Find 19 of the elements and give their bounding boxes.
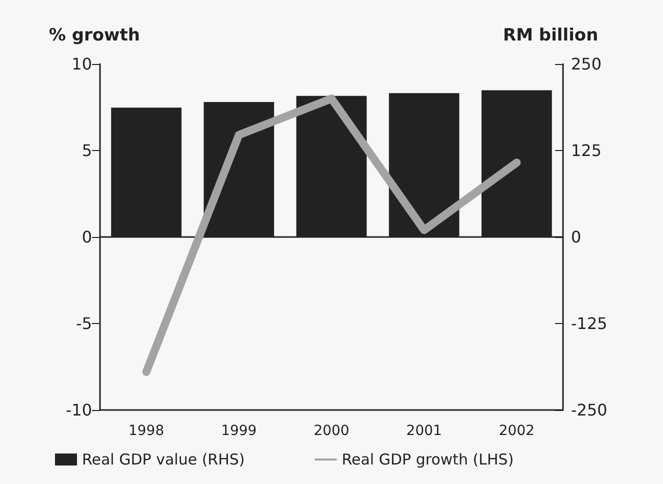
- x-tick-label: 1998: [128, 423, 164, 439]
- y-tick-label: 5: [82, 141, 92, 160]
- legend-label: Real GDP growth (LHS): [342, 450, 514, 468]
- y2-tick-label: 125: [571, 141, 602, 160]
- y-tick-label: -5: [76, 314, 92, 333]
- x-tick-label: 2002: [498, 423, 535, 439]
- y2-tick-label: 0: [571, 228, 582, 246]
- y2-axis-title: RM billion: [503, 26, 598, 46]
- x-tick-label: 1999: [221, 423, 257, 439]
- y2-tick-label: -250: [571, 400, 608, 420]
- y-tick-label: -10: [66, 400, 92, 420]
- y-tick-label: 10: [72, 54, 92, 74]
- y-tick-label: 0: [82, 228, 92, 246]
- y-axis-title: % growth: [48, 26, 140, 46]
- y2-tick-label: -125: [571, 314, 608, 333]
- x-tick-label: 2001: [406, 423, 442, 439]
- y2-tick-label: 250: [571, 54, 602, 74]
- x-tick-label: 2000: [314, 423, 350, 439]
- legend-label: Real GDP value (RHS): [82, 450, 245, 468]
